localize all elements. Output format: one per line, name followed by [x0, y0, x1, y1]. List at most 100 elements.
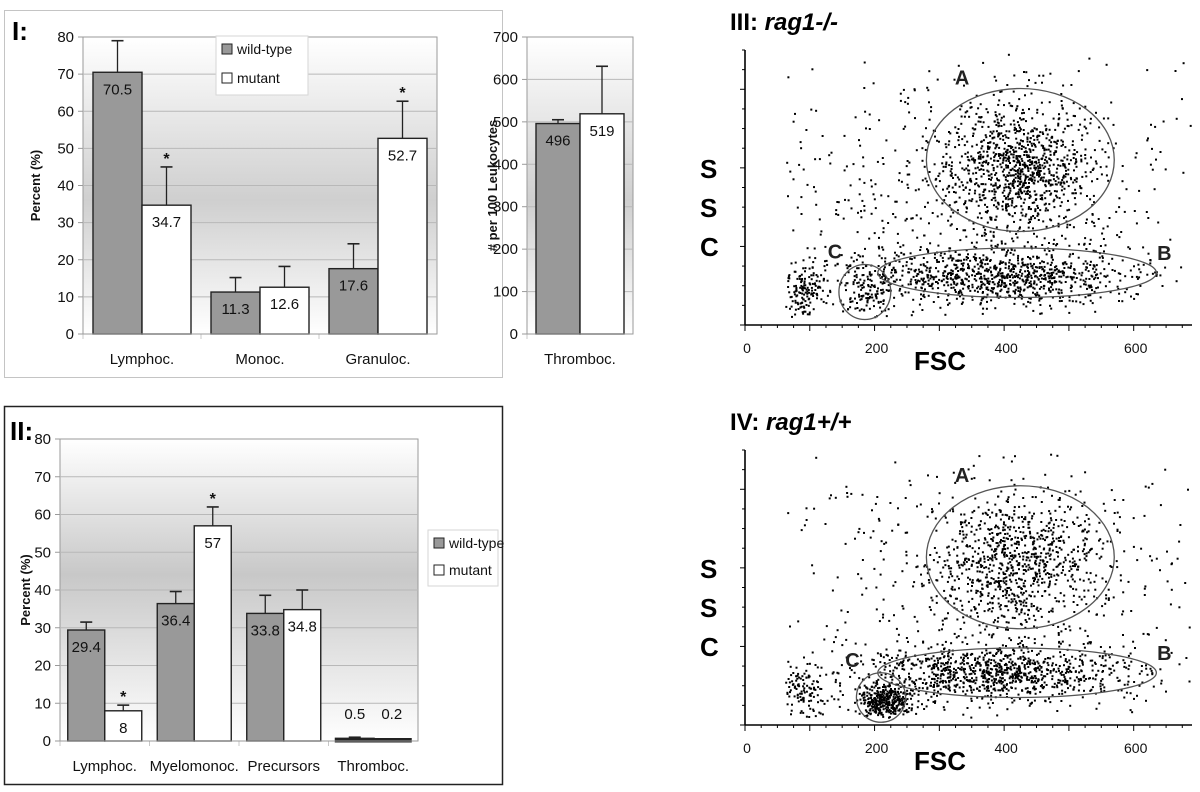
scatter-point	[898, 289, 901, 292]
scatter-point	[863, 181, 866, 184]
scatter-point	[1032, 687, 1035, 690]
scatter-point	[934, 701, 936, 704]
scatter-point	[1031, 590, 1034, 593]
scatter-point	[993, 267, 996, 270]
scatter-point	[1036, 538, 1039, 541]
scatter-point	[1033, 555, 1036, 558]
scatter-point	[803, 687, 806, 690]
scatter-point	[1025, 621, 1028, 623]
scatter-point	[1042, 660, 1045, 663]
scatter-point	[800, 302, 803, 304]
scatter-point	[997, 133, 1000, 136]
scatter-point	[1084, 280, 1087, 283]
scatter-point	[953, 191, 955, 193]
scatter-point	[1005, 580, 1008, 583]
scatter-point	[936, 215, 939, 218]
scatter-point	[1133, 297, 1136, 300]
scatter-point	[787, 512, 790, 515]
scatter-point	[981, 564, 984, 567]
scatter-point	[837, 213, 840, 216]
scatter-point	[991, 675, 994, 678]
scatter-point	[1005, 204, 1007, 207]
scatter-point	[930, 657, 933, 660]
scatter-point	[992, 231, 995, 234]
scatter-point	[1093, 149, 1096, 152]
scatter-point	[1024, 177, 1027, 180]
scatter-point	[860, 702, 863, 705]
scatter-point	[1053, 152, 1056, 154]
scatter-point	[1061, 692, 1064, 695]
scatter-point	[1058, 117, 1061, 120]
scatter-point	[1021, 662, 1024, 665]
scatter-point	[978, 272, 981, 275]
scatter-point	[882, 656, 885, 659]
scatter-point	[927, 184, 930, 187]
scatter-point	[1068, 149, 1071, 152]
scatter-point	[962, 690, 965, 693]
scatter-point	[872, 699, 875, 702]
scatter-point	[946, 187, 949, 190]
scatter-point	[1021, 295, 1024, 298]
scatter-point	[1108, 656, 1111, 659]
scatter-point	[942, 274, 945, 277]
scatter-point	[994, 154, 997, 157]
scatter-point	[1009, 162, 1011, 164]
scatter-point	[1028, 182, 1030, 184]
scatter-point	[887, 308, 890, 311]
scatter-point	[1099, 245, 1102, 247]
scatter-point	[1005, 570, 1008, 572]
scatter-point	[1024, 263, 1027, 266]
scatter-point	[1064, 691, 1067, 694]
scatter-point	[1031, 267, 1034, 270]
scatter-point	[1004, 134, 1007, 137]
scatter-point	[961, 661, 964, 664]
scatter-point	[958, 276, 961, 279]
scatter-point	[1024, 667, 1027, 670]
scatter-point	[1044, 209, 1047, 212]
scatter-point	[1035, 682, 1038, 684]
scatter-point	[874, 270, 877, 272]
scatter-point	[1048, 280, 1051, 283]
scatter-point	[1111, 664, 1114, 667]
y-axis-label-s1: S	[700, 554, 717, 584]
scatter-point	[974, 159, 977, 162]
scatter-point	[884, 309, 887, 312]
scatter-point	[1017, 295, 1020, 298]
scatter-point	[990, 675, 993, 678]
scatter-point	[1015, 602, 1018, 605]
scatter-point	[1067, 536, 1070, 539]
scatter-point	[1068, 659, 1071, 662]
scatter-point	[883, 266, 886, 269]
scatter-point	[1100, 679, 1103, 682]
scatter-point	[1005, 206, 1008, 208]
scatter-point	[1068, 299, 1071, 302]
scatter-point	[1019, 170, 1022, 173]
scatter-point	[1101, 655, 1104, 658]
scatter-point	[1007, 667, 1010, 669]
scatter-point	[809, 301, 812, 304]
scatter-point	[1015, 610, 1018, 613]
scatter-point	[986, 584, 989, 587]
scatter-point	[1032, 677, 1035, 680]
scatter-point	[1056, 573, 1059, 576]
scatter-point	[1063, 271, 1065, 274]
scatter-point	[1015, 282, 1018, 284]
scatter-point	[1049, 193, 1052, 196]
scatter-point	[1001, 248, 1004, 251]
scatter-point	[1021, 108, 1024, 111]
scatter-point	[1012, 119, 1015, 122]
scatter-point	[795, 284, 797, 287]
scatter-point	[996, 525, 999, 528]
legend-swatch-mutant	[221, 72, 233, 84]
scatter-point	[1012, 159, 1015, 162]
scatter-point	[1042, 176, 1045, 179]
scatter-point	[1022, 182, 1025, 185]
scatter-point	[1141, 681, 1144, 684]
scatter-point	[1022, 526, 1025, 528]
scatter-point	[953, 689, 956, 692]
scatter-point	[1033, 580, 1035, 582]
scatter-point	[995, 548, 998, 551]
scatter-point	[865, 297, 868, 300]
category-label: Lymphoc.	[73, 758, 137, 775]
scatter-point	[882, 708, 885, 711]
